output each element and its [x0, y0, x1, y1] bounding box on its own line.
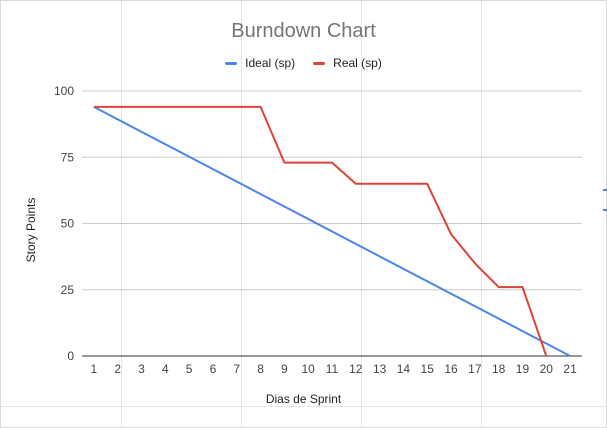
y-tick-label: 50 — [61, 217, 75, 231]
y-tick-label: 100 — [54, 84, 74, 98]
x-tick-label: 7 — [233, 362, 240, 376]
legend-swatch-ideal — [225, 61, 238, 65]
x-tick-label: 11 — [326, 362, 339, 376]
legend-label-real: Real (sp) — [333, 56, 382, 70]
sheet-gridline — [121, 1, 122, 427]
chart-title: Burndown Chart — [231, 20, 376, 42]
x-tick-label: 9 — [281, 362, 288, 376]
sheet-gridline — [1, 406, 606, 407]
sheet-gridline — [481, 1, 482, 427]
legend-item-real[interactable]: Real (sp) — [313, 56, 382, 70]
x-tick-label: 4 — [162, 362, 169, 376]
x-tick-label: 5 — [186, 362, 193, 376]
x-tick-label: 1 — [91, 362, 98, 376]
x-tick-label: 3 — [138, 362, 145, 376]
y-tick-label: 0 — [67, 349, 74, 363]
edge-marker — [603, 209, 607, 211]
y-tick-label: 75 — [61, 150, 75, 164]
x-tick-label: 12 — [349, 362, 363, 376]
x-tick-label: 20 — [540, 362, 554, 376]
x-tick-label: 8 — [257, 362, 264, 376]
x-tick-label: 18 — [492, 362, 506, 376]
x-tick-label: 21 — [563, 362, 577, 376]
y-axis-label: Story Points — [24, 197, 38, 263]
x-tick-label: 14 — [397, 362, 411, 376]
legend: Ideal (sp) Real (sp) — [0, 56, 607, 70]
legend-item-ideal[interactable]: Ideal (sp) — [225, 56, 295, 70]
sheet-gridline — [361, 1, 362, 427]
series-line-real — [93, 105, 548, 357]
edge-marker — [603, 189, 607, 191]
x-tick-label: 16 — [444, 362, 458, 376]
x-tick-label: 19 — [516, 362, 530, 376]
x-tick-label: 15 — [421, 362, 435, 376]
x-axis-label: Dias de Sprint — [265, 392, 342, 406]
sheet-gridline — [241, 1, 242, 427]
x-tick-label: 17 — [468, 362, 482, 376]
y-tick-label: 25 — [61, 283, 75, 297]
legend-label-ideal: Ideal (sp) — [245, 56, 296, 70]
series-line-ideal — [93, 106, 571, 357]
x-tick-label: 6 — [210, 362, 217, 376]
x-tick-label: 2 — [114, 362, 121, 376]
x-tick-label: 10 — [302, 362, 316, 376]
x-tick-label: 13 — [373, 362, 387, 376]
legend-swatch-real — [313, 61, 326, 65]
